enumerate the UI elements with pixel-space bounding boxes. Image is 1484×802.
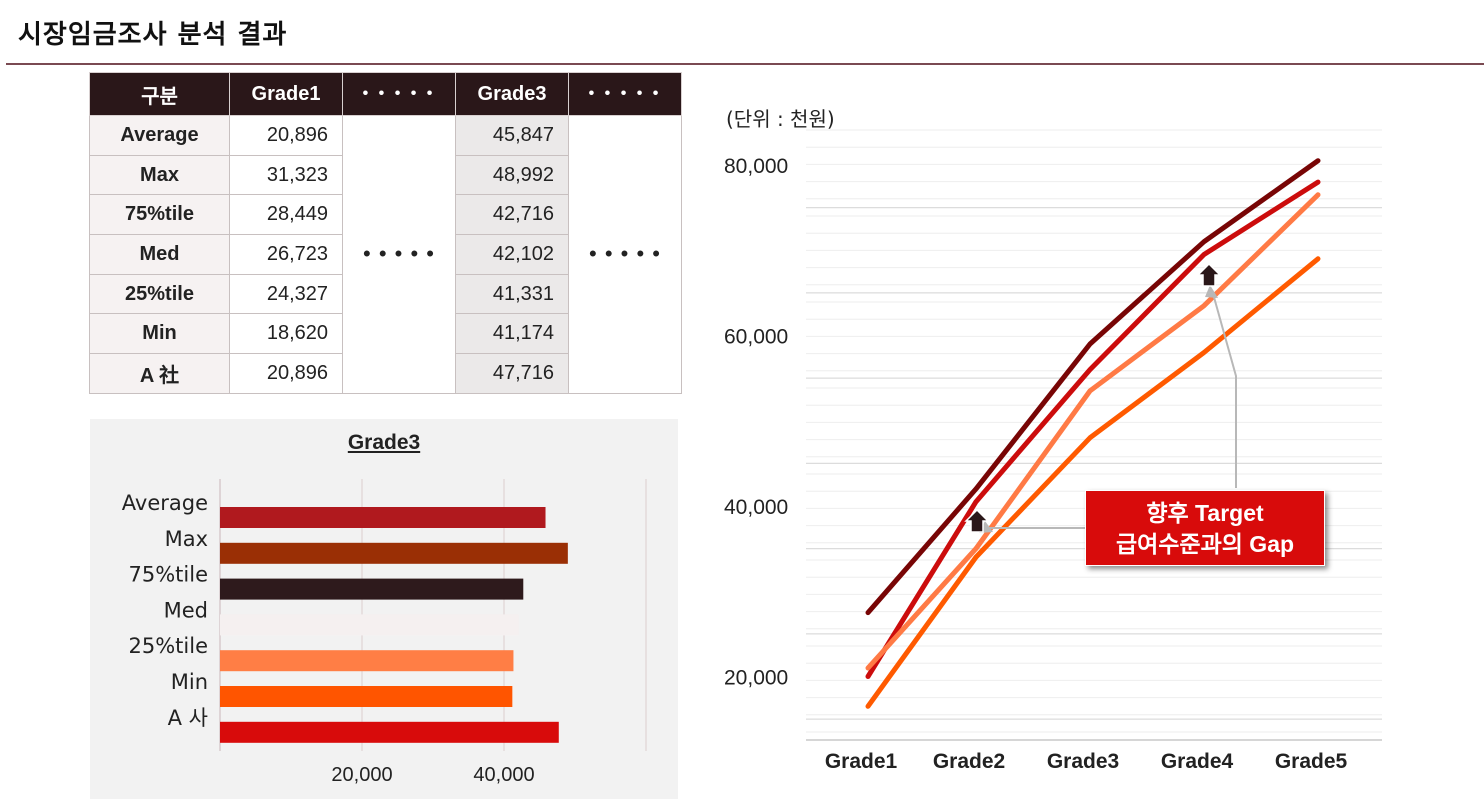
grade3-value: 41,174: [455, 313, 569, 355]
line-x-tick-label: Grade2: [933, 750, 1005, 773]
row-label: Min: [89, 313, 230, 355]
callout-connector: [1211, 289, 1237, 488]
callout-line-1: 향후 Target: [1146, 500, 1264, 526]
unit-label: (단위 : 천원): [726, 107, 835, 131]
bar-category-label: Med: [164, 598, 208, 622]
bar-category-label: Max: [165, 527, 208, 551]
bar: [220, 578, 524, 600]
bar: [220, 686, 513, 707]
gap-arrow-up-icon: [1196, 262, 1222, 287]
bar-category-label: Average: [122, 491, 208, 515]
bar: [220, 721, 559, 743]
header-ellipsis-2: • • • • •: [568, 72, 682, 116]
line-x-tick-label: Grade5: [1275, 750, 1348, 773]
table-row: Min 18,620 41,174: [89, 313, 682, 355]
bar-chart-title: Grade3: [347, 431, 421, 454]
grade1-value: 20,896: [229, 353, 343, 394]
title-divider: [6, 63, 1484, 65]
line-y-tick-label: 60,000: [724, 326, 788, 349]
grade3-value: 47,716: [455, 353, 569, 394]
header-grade3: Grade3: [455, 72, 569, 116]
line-y-tick-label: 80,000: [724, 155, 788, 178]
bar-category-label: Min: [171, 670, 208, 694]
ellipsis-cell-1: • • • • •: [342, 115, 456, 394]
line-y-tick-label: 20,000: [724, 667, 788, 690]
gap-arrow-up-icon: [964, 508, 990, 533]
page-title: 시장임금조사 분석 결과: [18, 20, 288, 50]
header-grade1: Grade1: [229, 72, 343, 116]
callout-line-2: 급여수준과의 Gap: [1115, 531, 1295, 557]
grade1-value: 28,449: [229, 194, 343, 236]
bar-category-label: 75%tile: [129, 563, 209, 587]
bar-category-label: 25%tile: [129, 634, 209, 658]
bar-chart: Average Max 75%tile Med 25%tile Min A 사 20,000 4…: [122, 479, 647, 786]
stats-table: 구분 Grade1 • • • • • Grade3 • • • • • Ave…: [89, 72, 682, 394]
grade1-value: 20,896: [229, 115, 343, 156]
bar: [220, 650, 514, 672]
table-header-row: 구분 Grade1 • • • • • Grade3 • • • • •: [89, 72, 682, 116]
line-x-tick-label: Grade1: [825, 750, 898, 773]
row-label: 75%tile: [89, 194, 230, 236]
row-label: 25%tile: [89, 273, 230, 315]
grade1-value: 18,620: [229, 313, 343, 355]
line-y-tick-label: 40,000: [724, 496, 788, 519]
line-series-1: [865, 158, 1321, 616]
table-row: 75%tile 28,449 42,716: [89, 194, 682, 236]
grade3-value: 42,716: [455, 194, 569, 236]
row-label: Average: [89, 115, 230, 156]
bar: [220, 507, 546, 528]
bar-chart-panel: Grade3 Average Max 75%tile Med 25%tile Min A 사…: [90, 419, 678, 799]
table-row: A 社 20,896 47,716: [89, 353, 682, 394]
line-series-3: [865, 192, 1321, 671]
row-label: Max: [89, 154, 230, 196]
ellipsis-cell-2: • • • • •: [568, 115, 682, 394]
grade3-value: 48,992: [455, 154, 569, 196]
line-series-4: [865, 256, 1321, 709]
line-series-2: [865, 179, 1321, 679]
grade1-value: 31,323: [229, 154, 343, 196]
line-x-tick-label: Grade4: [1161, 750, 1234, 773]
bar-x-tick-label: 20,000: [331, 764, 392, 786]
header-category: 구분: [89, 72, 230, 116]
grade3-value: 42,102: [455, 234, 569, 275]
connector-arrowhead: [1205, 285, 1218, 298]
gap-callout: 향후 Target 급여수준과의 Gap: [1085, 490, 1325, 566]
bar-x-tick-label: 40,000: [473, 764, 534, 786]
table-row: Max 31,323 48,992: [89, 154, 682, 196]
header-ellipsis-1: • • • • •: [342, 72, 456, 116]
bar-category-label: A 사: [168, 706, 208, 730]
grade1-value: 24,327: [229, 273, 343, 315]
bar: [220, 614, 519, 636]
bar: [220, 542, 568, 564]
row-label: A 社: [89, 353, 230, 394]
grade1-value: 26,723: [229, 234, 343, 275]
line-x-tick-label: Grade3: [1047, 750, 1119, 773]
table-row: Med 26,723 42,102: [89, 234, 682, 275]
